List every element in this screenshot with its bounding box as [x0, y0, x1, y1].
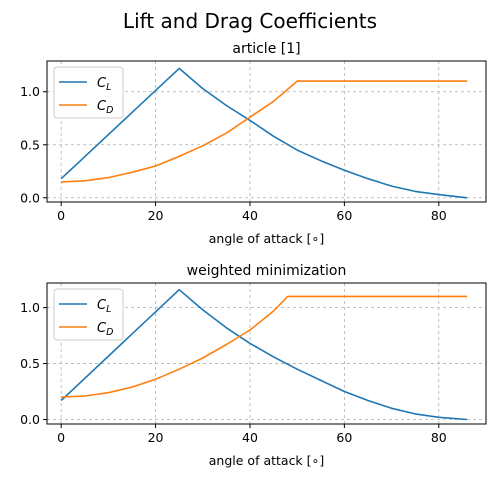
series-line-c-l: [60, 288, 468, 421]
axes-frame: [46, 60, 487, 203]
subplot-title: weighted minimization: [187, 263, 347, 279]
legend-subscript: D: [106, 105, 113, 116]
series-line-c-l: [60, 67, 468, 199]
x-tick-label: 40: [242, 430, 258, 445]
x-tick-label: 80: [431, 430, 447, 445]
y-tick-label: 0.5: [20, 356, 40, 371]
x-axis-label: angle of attack [∘]: [209, 231, 324, 246]
axes-frame: [46, 282, 487, 425]
x-tick-label: 0: [57, 208, 65, 223]
x-tick-label: 20: [148, 430, 164, 445]
subplot-article: article [1] angle of attack [∘] 0 20 40 60 8…: [20, 41, 487, 246]
x-tick-label: 60: [336, 430, 352, 445]
x-tick-label: 60: [336, 208, 352, 223]
legend-subscript: L: [106, 82, 111, 93]
y-tick-label: 1.0: [20, 300, 40, 315]
x-tick-label: 0: [57, 430, 65, 445]
subplot-title: article [1]: [232, 41, 300, 57]
x-tick-label: 20: [148, 208, 164, 223]
y-tick-label: 0.0: [20, 412, 40, 427]
series-line-c-d: [61, 295, 468, 398]
legend-subscript: L: [106, 304, 111, 315]
figure-suptitle: Lift and Drag Coefficients: [123, 9, 377, 33]
y-tick-label: 0.0: [20, 190, 40, 205]
subplot-weighted-minimization: weighted minimization angle of attack [∘…: [20, 263, 487, 468]
y-tick-label: 0.5: [20, 137, 40, 152]
legend-subscript: D: [106, 327, 113, 338]
x-tick-label: 80: [431, 208, 447, 223]
series-line-c-d: [61, 80, 468, 183]
x-tick-label: 40: [242, 208, 258, 223]
x-axis-label: angle of attack [∘]: [209, 453, 324, 468]
y-tick-label: 1.0: [20, 84, 40, 99]
